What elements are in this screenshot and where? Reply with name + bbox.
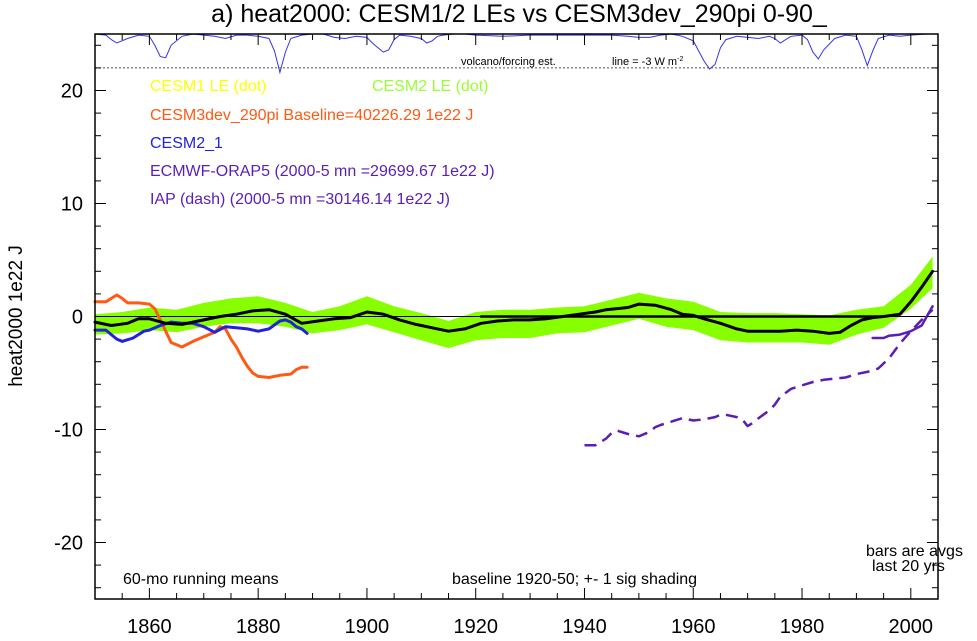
x-tick-label: 1940 <box>562 616 607 638</box>
x-tick-label: 1860 <box>127 616 172 638</box>
x-tick-label: 1920 <box>453 616 498 638</box>
plot-area: 1860 1880 1900 1920 1940 1960 1980 2000 20 10 0 -10… <box>54 33 939 638</box>
y-axis-label: heat2000 1e22 J <box>6 245 27 387</box>
bars-annotation-line2: last 20 yrs <box>872 558 945 575</box>
legend-item-cesm2-le: CESM2 LE (dot) <box>372 78 488 95</box>
legend-item-cesm2-1: CESM2_1 <box>150 135 223 152</box>
bars-annotation-line1: bars are avgs <box>866 543 963 560</box>
series-layer <box>93 269 935 447</box>
baseline-annotation: baseline 1920-50; +- 1 sig shading <box>452 571 697 588</box>
x-tick-label: 1980 <box>780 616 825 638</box>
y-tick-label: 20 <box>61 81 83 103</box>
x-tick-label: 1900 <box>345 616 390 638</box>
series-line-cesm2-1 <box>93 318 309 343</box>
series-line-iap <box>584 308 934 447</box>
volcano-annotation: volcano/forcing est. <box>461 56 556 68</box>
x-tick-label: 2000 <box>889 616 934 638</box>
line-note-main: line = -3 W m <box>612 56 677 68</box>
x-tick-label: 1880 <box>236 616 281 638</box>
ticks-layer: 1860 1880 1900 1920 1940 1960 1980 2000 20 10 0 -10… <box>54 34 939 638</box>
y-tick-label: -20 <box>54 533 83 555</box>
legend-item-iap: IAP (dash) (2000-5 mn =30146.14 1e22 J) <box>150 191 450 208</box>
line-note-annotation: line = -3 W m-2 <box>612 56 683 68</box>
chart-title: a) heat2000: CESM1/2 LEs vs CESM3dev_290… <box>211 0 828 28</box>
legend: CESM1 LE (dot) CESM2 LE (dot) CESM3dev_2… <box>150 78 495 208</box>
legend-item-cesm3dev: CESM3dev_290pi Baseline=40226.29 1e22 J <box>150 107 473 124</box>
y-tick-label: 0 <box>72 307 83 329</box>
series-line-ecmwf-orap5 <box>871 305 934 340</box>
legend-item-ecmwf-orap5: ECMWF-ORAP5 (2000-5 mn =29699.67 1e22 J) <box>150 163 495 180</box>
legend-item-cesm1-le: CESM1 LE (dot) <box>150 78 266 95</box>
x-tick-label: 1960 <box>671 616 716 638</box>
annotations: volcano/forcing est. line = -3 W m-2 60-… <box>123 56 963 588</box>
y-tick-label: 10 <box>61 194 83 216</box>
running-means-annotation: 60-mo running means <box>123 571 279 588</box>
line-note-superscript: -2 <box>677 56 683 63</box>
y-tick-label: -10 <box>54 420 83 442</box>
series-line-cesm3dev-290pi <box>93 293 309 379</box>
